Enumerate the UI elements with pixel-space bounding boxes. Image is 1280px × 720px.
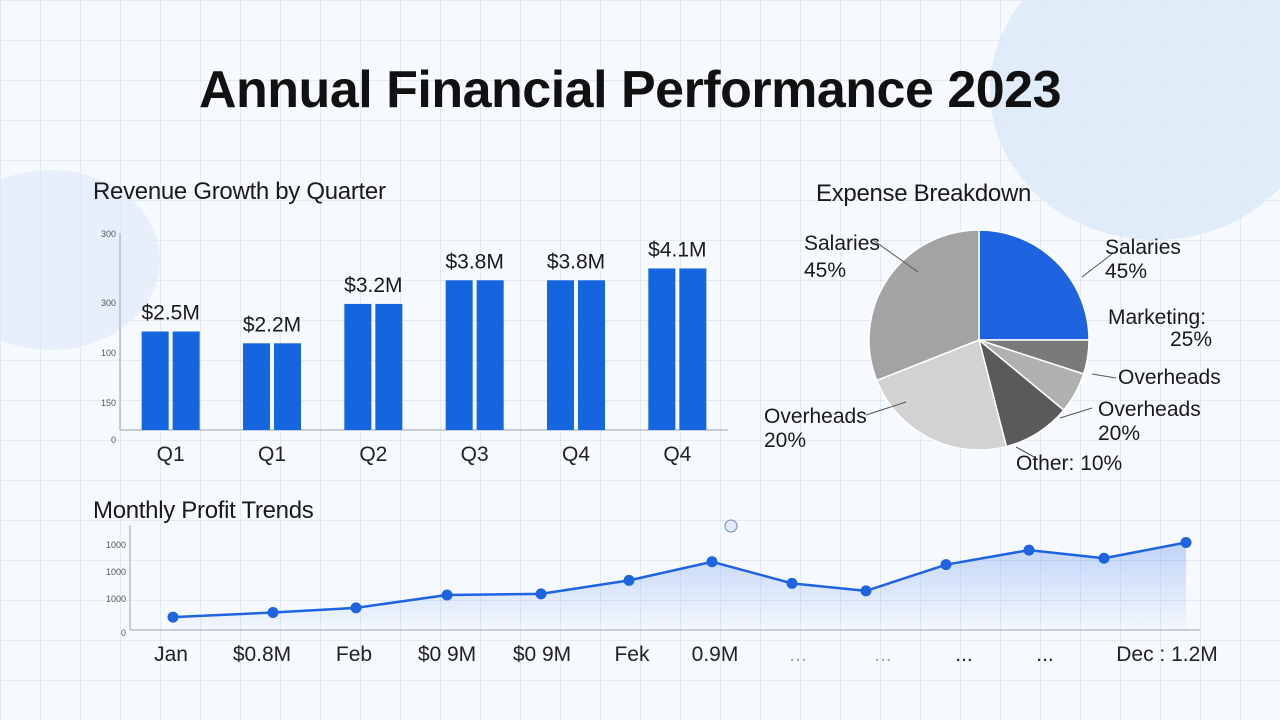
x-tick-label: ...: [789, 643, 807, 666]
pie-slice-label: Overheads: [1118, 366, 1221, 389]
bar: [547, 280, 574, 430]
pie-leader-line: [872, 239, 919, 273]
x-tick-label: Fek: [614, 643, 650, 666]
x-tick-label: Q1: [258, 443, 286, 466]
bar-data-label: $2.2M: [243, 313, 301, 336]
y-tick-label: 0: [121, 628, 126, 638]
bar: [648, 268, 676, 430]
data-point: [706, 556, 718, 568]
page-title: Annual Financial Performance 2023: [198, 61, 1062, 119]
pie-slice-label: 20%: [764, 429, 806, 452]
data-point: [1098, 552, 1110, 564]
bar: [476, 280, 504, 430]
y-tick-label: 300: [101, 229, 116, 239]
bar-data-label: $2.5M: [141, 302, 199, 325]
y-tick-label: 1000: [106, 540, 126, 550]
x-tick-label: $0 9M: [418, 643, 476, 666]
bar-chart-title: Revenue Growth by Quarter: [93, 178, 386, 205]
data-point: [860, 585, 872, 597]
pie-slice-label: Salaries: [804, 232, 880, 255]
y-tick-label: 1000: [106, 567, 126, 577]
bar: [578, 280, 605, 430]
bar: [445, 280, 473, 430]
y-tick-label: 100: [101, 348, 116, 358]
x-tick-label: ...: [874, 643, 892, 666]
pie-slice-label: 20%: [1098, 422, 1140, 445]
x-tick-label: Q1: [157, 443, 185, 466]
area-fill: [173, 542, 1186, 630]
bar: [172, 331, 200, 430]
x-tick-label: $0 9M: [513, 643, 571, 666]
data-point: [267, 607, 279, 618]
data-point: [535, 588, 547, 600]
x-tick-label: Q3: [461, 443, 489, 466]
data-point: [167, 611, 179, 623]
pie-slice: [868, 229, 980, 382]
pie-slice: [978, 229, 1090, 341]
data-point: [623, 574, 635, 586]
x-tick-label: 0.9M: [692, 643, 739, 666]
pie-slice-label: Overheads: [764, 405, 867, 428]
y-tick-label: 1000: [106, 594, 126, 604]
pie-chart-title: Expense Breakdown: [816, 180, 1032, 207]
pie-leader-line: [1091, 373, 1117, 379]
pie-slice: [875, 338, 1008, 451]
pie-leader-line: [1059, 407, 1093, 419]
info-icon-circle: [724, 519, 738, 533]
x-tick-label: Jan: [154, 643, 188, 666]
data-point: [1180, 537, 1192, 548]
x-tick-label: Feb: [336, 643, 372, 666]
bar-data-label: $4.1M: [648, 238, 706, 261]
x-tick-label: ...: [955, 643, 973, 666]
x-tick-label: $0.8M: [233, 643, 291, 666]
x-tick-label: Q4: [562, 443, 590, 466]
bar: [679, 268, 707, 430]
pie-leader-line: [1081, 253, 1113, 278]
pie-extra-label: 25%: [1170, 328, 1212, 351]
y-tick-label: 0: [111, 435, 116, 445]
x-tick-label: ...: [1036, 643, 1054, 666]
bar: [243, 343, 270, 430]
pie-slice-label: 45%: [804, 259, 846, 282]
data-point: [940, 559, 952, 571]
pie-slice-label: 45%: [1105, 260, 1147, 283]
pie-extra-label: Marketing:: [1108, 306, 1206, 329]
y-tick-label: 150: [101, 398, 116, 408]
info-icon: [724, 519, 738, 533]
data-point: [786, 577, 798, 589]
bar-data-label: $3.8M: [547, 250, 605, 273]
x-tick-label: Q4: [663, 443, 691, 466]
pie-leader-line: [1015, 446, 1037, 459]
bar: [344, 303, 372, 430]
pie-leader-line: [865, 401, 907, 416]
bar: [375, 303, 403, 430]
pie-slice-label: Overheads: [1098, 398, 1201, 421]
pie-slice-label: Salaries: [1105, 236, 1181, 259]
bar-data-label: $3.8M: [445, 250, 503, 273]
bar: [274, 343, 301, 430]
bar: [141, 331, 169, 430]
line-chart-title: Monthly Profit Trends: [93, 497, 314, 524]
x-tick-label: Dec : 1.2M: [1116, 643, 1218, 666]
data-point: [1023, 544, 1035, 556]
pie-slice-label: Other: 10%: [1016, 452, 1122, 475]
x-tick-label: Q2: [359, 443, 387, 466]
data-point: [441, 589, 453, 601]
data-point: [350, 602, 362, 614]
y-tick-label: 300: [101, 298, 116, 308]
bar-data-label: $3.2M: [344, 274, 402, 297]
